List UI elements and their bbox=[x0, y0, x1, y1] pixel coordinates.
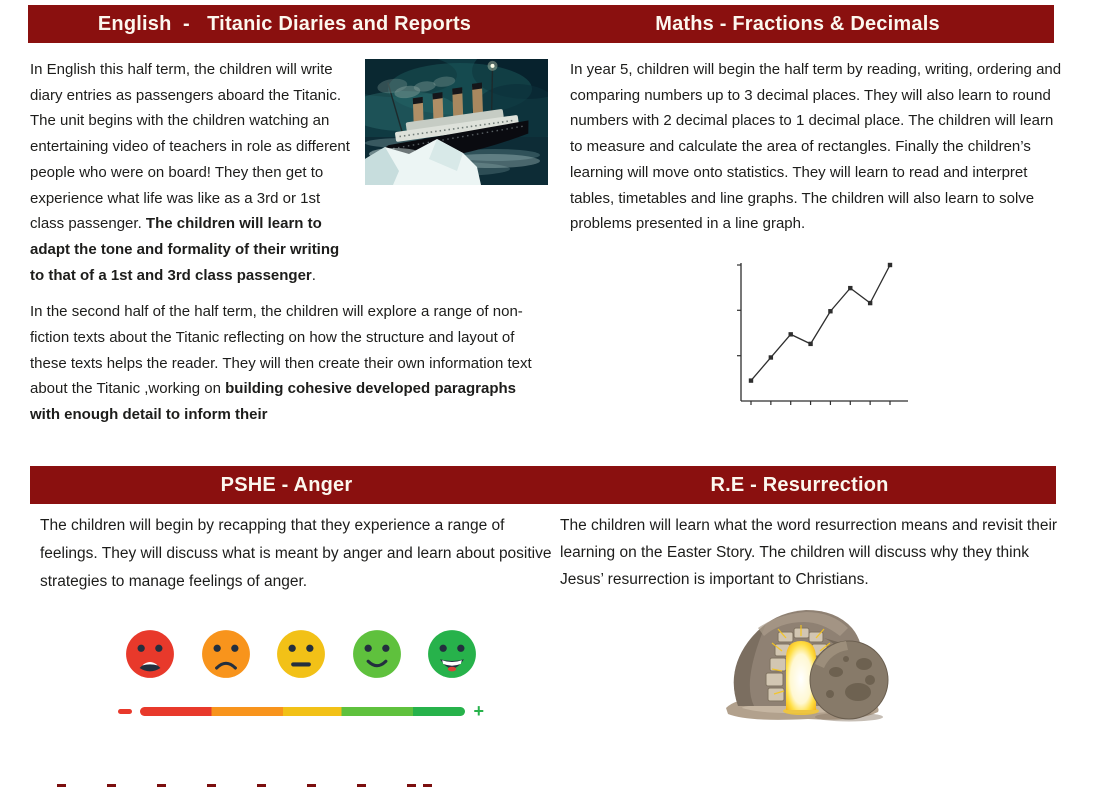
pshe-section: The children will begin by recapping tha… bbox=[40, 512, 562, 596]
mood-face-sad-icon bbox=[201, 630, 250, 678]
re-section: The children will learn what the word re… bbox=[560, 512, 1060, 593]
plus-icon: + bbox=[473, 701, 484, 721]
top-banner: English - Titanic Diaries and Reports Ma… bbox=[28, 5, 1054, 43]
english-paragraph-2-text: In the second half of the half term, the… bbox=[30, 303, 532, 398]
english-paragraph-1: In English this half term, the children … bbox=[30, 57, 357, 288]
english-paragraph-2: In the second half of the half term, the… bbox=[30, 299, 548, 428]
mood-face-very-angry-icon bbox=[126, 630, 174, 678]
maths-section: In year 5, children will begin the half … bbox=[570, 57, 1064, 417]
english-section: In English this half term, the children … bbox=[30, 43, 582, 428]
mood-face-neutral-icon bbox=[277, 630, 325, 678]
english-header: English - Titanic Diaries and Reports bbox=[28, 5, 541, 43]
english-paragraph-1-bold: The children will learn to adapt the ton… bbox=[30, 215, 340, 284]
maths-header: Maths - Fractions & Decimals bbox=[541, 5, 1054, 43]
titanic-photo bbox=[333, 43, 582, 190]
pshe-paragraph: The children will begin by recapping tha… bbox=[40, 517, 552, 590]
empty-tomb-image bbox=[726, 610, 889, 722]
page-bottom-cutoff-marks bbox=[0, 783, 1117, 787]
mood-gradient-row: + bbox=[118, 702, 484, 720]
pshe-header-label: PSHE - Anger bbox=[220, 473, 353, 496]
line-graph-image bbox=[736, 262, 908, 405]
re-paragraph: The children will learn what the word re… bbox=[560, 517, 1058, 588]
english-paragraph-1-text: In English this half term, the children … bbox=[30, 61, 350, 233]
mood-face-very-happy-icon bbox=[428, 630, 476, 678]
mood-faces-row bbox=[118, 628, 484, 680]
re-header: R.E - Resurrection bbox=[543, 466, 1056, 504]
english-paragraph-2-bold: building cohesive developed paragraphs w… bbox=[30, 380, 517, 424]
empty-tomb-figure bbox=[712, 596, 892, 729]
ship bbox=[377, 60, 529, 163]
english-paragraph-1-tail: . bbox=[311, 266, 316, 284]
english-text-and-image: In English this half term, the children … bbox=[30, 43, 582, 288]
english-header-label: English - Titanic Diaries and Reports bbox=[97, 12, 472, 35]
bottom-banner: PSHE - Anger R.E - Resurrection bbox=[30, 466, 1056, 504]
mood-face-happy-icon bbox=[352, 630, 401, 678]
mood-gradient-bar bbox=[140, 706, 466, 716]
mood-scale-illustration: + bbox=[118, 628, 484, 720]
maths-header-label: Maths - Fractions & Decimals bbox=[655, 12, 940, 35]
titanic-ship-image bbox=[333, 43, 582, 185]
maths-paragraph: In year 5, children will begin the half … bbox=[570, 61, 1062, 233]
re-header-label: R.E - Resurrection bbox=[710, 473, 889, 496]
minus-icon bbox=[118, 708, 132, 714]
maths-line-graph bbox=[570, 257, 1064, 417]
pshe-header: PSHE - Anger bbox=[30, 466, 543, 504]
